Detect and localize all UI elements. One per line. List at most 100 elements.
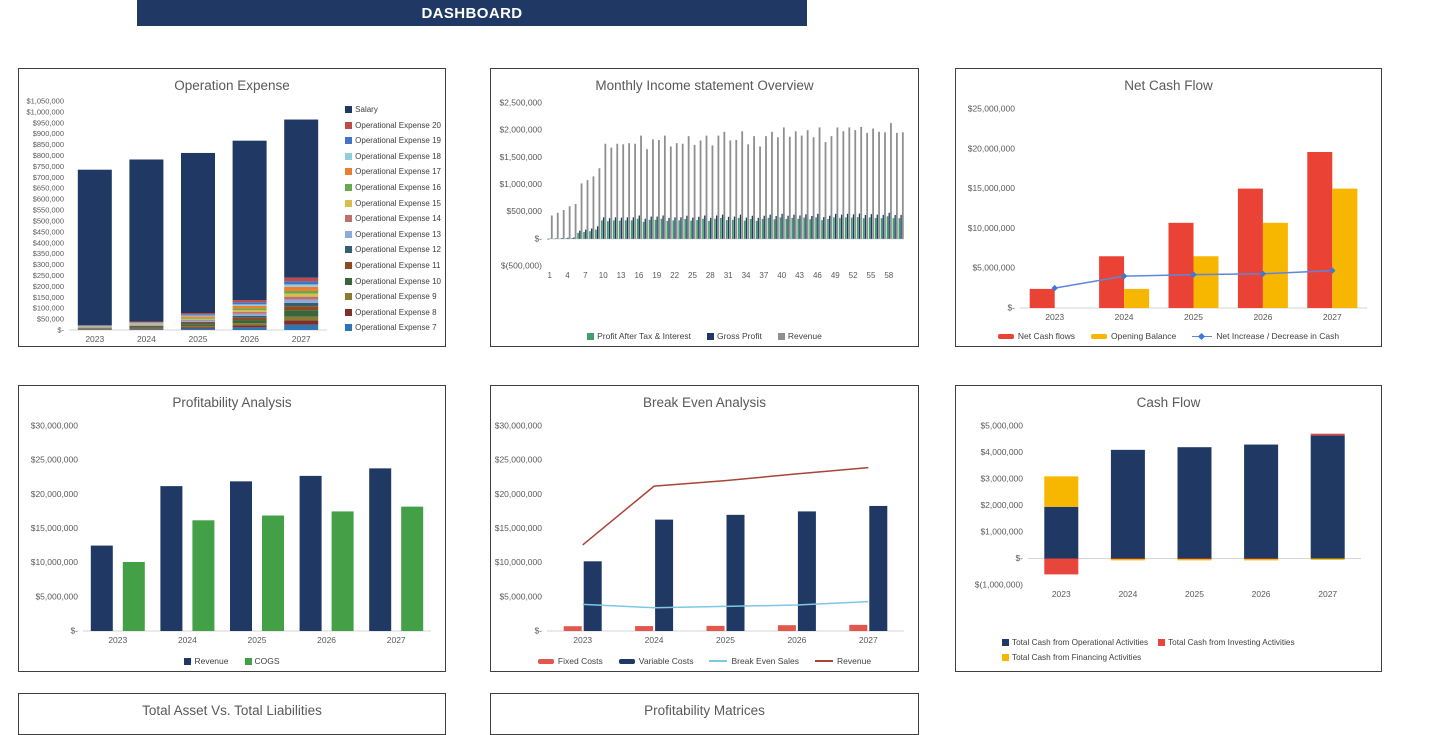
legend-item-label: Opening Balance [1111, 331, 1176, 341]
svg-text:2023: 2023 [108, 635, 127, 645]
svg-text:$750,000: $750,000 [33, 162, 64, 171]
svg-text:2027: 2027 [1323, 312, 1342, 322]
svg-text:$20,000,000: $20,000,000 [968, 143, 1016, 153]
series-Variable Costs [584, 506, 888, 631]
monthly-income-statement-chart[interactable]: Monthly Income statement Overview $2,500… [490, 68, 919, 347]
profitability-matrices-chart[interactable]: Profitability Matrices [490, 693, 919, 735]
series-Break Even Sales [583, 602, 869, 608]
svg-text:$15,000,000: $15,000,000 [968, 183, 1016, 193]
svg-text:$250,000: $250,000 [33, 271, 64, 280]
svg-text:$-: $- [534, 233, 542, 243]
legend-item: Operational Expense 17 [345, 167, 441, 176]
legend-item-label: Break Even Sales [731, 656, 799, 666]
legend-swatch [778, 333, 785, 340]
svg-text:$2,500,000: $2,500,000 [499, 98, 542, 108]
series-Salary [78, 120, 318, 326]
legend-item-label: Operational Expense 12 [355, 245, 441, 254]
series-Revenue [583, 468, 869, 545]
svg-text:2025: 2025 [716, 635, 735, 645]
svg-text:2027: 2027 [859, 635, 878, 645]
total-asset-vs-liabilities-chart[interactable]: Total Asset Vs. Total Liabilities [18, 693, 446, 735]
svg-text:2025: 2025 [189, 334, 208, 344]
legend-item-label: Operational Expense 14 [355, 214, 441, 223]
svg-text:$500,000: $500,000 [507, 206, 543, 216]
legend-swatch [345, 293, 352, 300]
legend-item: Variable Costs [619, 656, 694, 666]
svg-text:$-: $- [57, 326, 64, 335]
legend-swatch [345, 262, 352, 269]
legend-swatch [345, 200, 352, 207]
chart-canvas: $30,000,000$25,000,000$20,000,000$15,000… [491, 412, 918, 647]
legend-swatch [345, 324, 352, 331]
chart-title: Profitability Analysis [19, 386, 445, 412]
svg-text:19: 19 [652, 271, 661, 280]
legend-item-label: Gross Profit [717, 331, 762, 341]
legend-item-label: Profit After Tax & Interest [597, 331, 691, 341]
svg-text:16: 16 [634, 271, 643, 280]
profitability-analysis-chart[interactable]: Profitability Analysis $30,000,000$25,00… [18, 385, 446, 672]
legend-swatch [345, 106, 352, 113]
legend-swatch [345, 184, 352, 191]
dashboard-title: DASHBOARD [421, 5, 522, 22]
legend-item: Operational Expense 11 [345, 261, 441, 270]
legend-item-label: Salary [355, 105, 378, 114]
legend-item: Operational Expense 9 [345, 292, 441, 301]
legend-swatch [345, 122, 352, 129]
legend-item: Operational Expense 15 [345, 199, 441, 208]
legend-item: Operational Expense 12 [345, 245, 441, 254]
svg-text:2023: 2023 [1045, 312, 1064, 322]
chart-canvas: $5,000,000$4,000,000$3,000,000$2,000,000… [956, 412, 1381, 629]
legend-item: Operational Expense 7 [345, 323, 441, 332]
svg-text:1: 1 [547, 271, 552, 280]
legend-item: Net Cash flows [998, 331, 1075, 341]
cash-flow-chart[interactable]: Cash Flow $5,000,000$4,000,000$3,000,000… [955, 385, 1382, 672]
svg-text:$10,000,000: $10,000,000 [495, 557, 543, 567]
legend-swatch [1002, 639, 1009, 646]
svg-text:37: 37 [759, 271, 768, 280]
series-Fixed Costs [564, 625, 868, 631]
legend-swatch [345, 231, 352, 238]
net-cash-flow-chart[interactable]: Net Cash Flow $25,000,000$20,000,000$15,… [955, 68, 1382, 347]
svg-text:$-: $- [534, 626, 542, 636]
svg-text:40: 40 [777, 271, 786, 280]
legend-item-label: Fixed Costs [558, 656, 603, 666]
svg-text:2024: 2024 [645, 635, 664, 645]
svg-text:2026: 2026 [317, 635, 336, 645]
chart-title: Break Even Analysis [491, 386, 918, 412]
legend-swatch [345, 137, 352, 144]
legend-swatch [345, 168, 352, 175]
svg-text:$850,000: $850,000 [33, 140, 64, 149]
chart-title: Monthly Income statement Overview [491, 69, 918, 95]
svg-text:2025: 2025 [1184, 312, 1203, 322]
legend-swatch [1192, 332, 1212, 341]
svg-text:$200,000: $200,000 [33, 282, 64, 291]
legend-item: Total Cash from Financing Activities [1002, 653, 1141, 662]
break-even-analysis-chart[interactable]: Break Even Analysis $30,000,000$25,000,0… [490, 385, 919, 672]
operation-expense-chart[interactable]: Operation Expense $1,050,000$1,000,000$9… [18, 68, 446, 347]
legend-swatch [587, 333, 594, 340]
legend-item-label: Operational Expense 18 [355, 152, 441, 161]
chart-canvas: $2,500,000$2,000,000$1,500,000$1,000,000… [491, 95, 918, 322]
svg-text:$20,000,000: $20,000,000 [495, 489, 543, 499]
chart-title: Total Asset Vs. Total Liabilities [19, 694, 445, 720]
legend-item-label: COGS [255, 656, 280, 666]
legend-item-label: Operational Expense 10 [355, 277, 441, 286]
legend-item-label: Operational Expense 19 [355, 136, 441, 145]
legend-swatch [184, 658, 191, 665]
legend-swatch [998, 334, 1014, 339]
legend-swatch [345, 246, 352, 253]
svg-text:4: 4 [565, 271, 570, 280]
legend-swatch [709, 660, 727, 662]
svg-text:2026: 2026 [1253, 312, 1272, 322]
svg-text:$2,000,000: $2,000,000 [499, 125, 542, 135]
svg-text:46: 46 [813, 271, 822, 280]
legend-item-label: Revenue [788, 331, 822, 341]
svg-text:$3,000,000: $3,000,000 [980, 474, 1023, 484]
legend-item-label: Operational Expense 15 [355, 199, 441, 208]
svg-text:$(1,000,000): $(1,000,000) [975, 580, 1023, 590]
svg-text:2026: 2026 [1252, 589, 1271, 599]
